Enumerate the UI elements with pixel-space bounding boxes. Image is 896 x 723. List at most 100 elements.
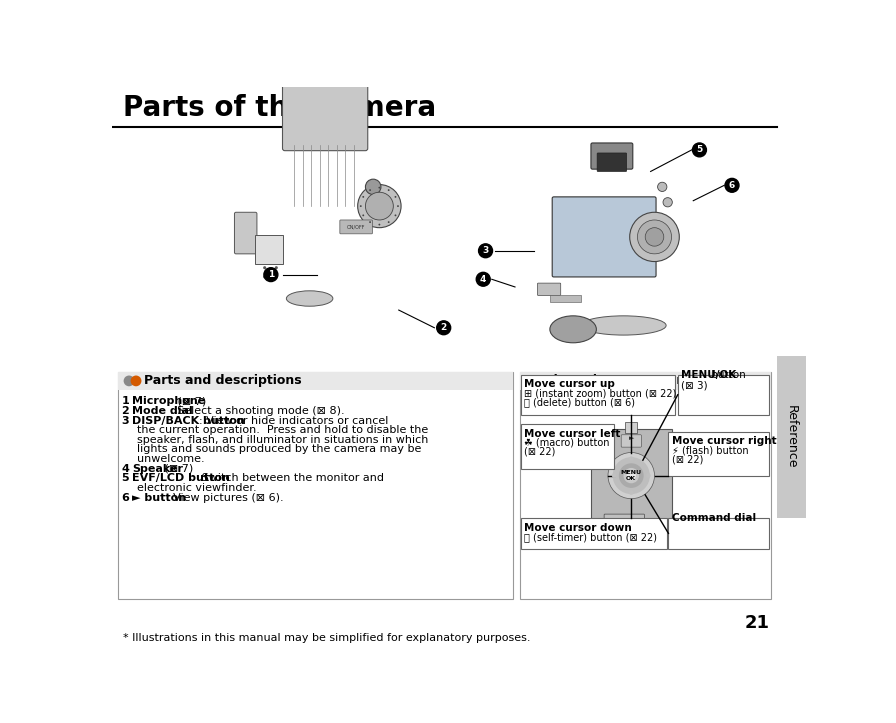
Bar [118, 372, 513, 390]
Circle shape [362, 215, 364, 216]
Circle shape [525, 375, 536, 386]
Text: : View or hide indicators or cancel: : View or hide indicators or cancel [199, 416, 389, 426]
Text: ► button: ► button [132, 492, 186, 502]
Text: 3: 3 [482, 247, 488, 255]
Text: MENU
OK: MENU OK [621, 470, 642, 481]
Circle shape [629, 456, 633, 461]
Bar [255, 234, 282, 264]
Circle shape [646, 474, 650, 478]
Text: Move cursor left: Move cursor left [524, 429, 621, 439]
Text: Mode dial: Mode dial [132, 406, 193, 416]
Circle shape [263, 266, 266, 269]
Polygon shape [244, 440, 399, 562]
Text: Microphone: Microphone [132, 396, 205, 406]
Circle shape [663, 197, 672, 207]
Text: (⊠ 22): (⊠ 22) [671, 454, 703, 464]
Text: 5: 5 [122, 474, 129, 483]
Text: unwelcome.: unwelcome. [137, 454, 204, 464]
Text: the current operation.  Press and hold to disable the: the current operation. Press and hold to… [137, 425, 428, 435]
Text: Parts and descriptions: Parts and descriptions [143, 375, 301, 388]
Circle shape [725, 179, 739, 192]
Circle shape [362, 196, 364, 198]
Text: (⊠ 7): (⊠ 7) [161, 463, 194, 474]
Text: Reference: Reference [785, 406, 798, 469]
Circle shape [624, 468, 639, 483]
Circle shape [366, 192, 393, 220]
Ellipse shape [287, 291, 333, 307]
Text: * Illustrations in this manual may be simplified for explanatory purposes.: * Illustrations in this manual may be si… [123, 633, 530, 643]
Text: :  Switch between the monitor and: : Switch between the monitor and [191, 474, 383, 483]
FancyBboxPatch shape [235, 213, 257, 254]
Text: lights and sounds produced by the camera may be: lights and sounds produced by the camera… [137, 445, 421, 455]
Text: Speaker: Speaker [132, 463, 183, 474]
Text: ☘ (macro) button: ☘ (macro) button [524, 438, 610, 448]
Text: 4: 4 [121, 463, 129, 474]
Text: 6: 6 [121, 492, 129, 502]
Bar [521, 424, 614, 469]
Circle shape [264, 268, 278, 281]
Text: ⚡ (flash) button: ⚡ (flash) button [671, 445, 748, 455]
Circle shape [394, 215, 396, 216]
Circle shape [658, 182, 667, 192]
Circle shape [275, 275, 278, 278]
Text: : View pictures (⊠ 6).: : View pictures (⊠ 6). [166, 492, 283, 502]
Bar [521, 518, 667, 549]
Circle shape [613, 457, 650, 494]
Circle shape [693, 143, 706, 157]
Bar [550, 295, 581, 302]
Text: ►: ► [629, 435, 634, 441]
Bar [591, 429, 671, 529]
Text: button: button [708, 370, 745, 380]
Circle shape [532, 375, 543, 386]
FancyBboxPatch shape [604, 514, 644, 528]
Text: (⊠ 7): (⊠ 7) [174, 396, 206, 406]
Text: 4: 4 [480, 275, 487, 283]
Circle shape [369, 189, 371, 191]
Circle shape [131, 375, 142, 386]
Circle shape [612, 474, 616, 478]
Text: 1: 1 [121, 396, 129, 406]
Circle shape [124, 375, 134, 386]
Circle shape [275, 266, 278, 269]
Text: Ⓕ (delete) button (⊠ 6): Ⓕ (delete) button (⊠ 6) [524, 397, 635, 407]
Circle shape [366, 179, 381, 194]
Text: Move cursor up: Move cursor up [524, 380, 616, 390]
Text: Move cursor down: Move cursor down [524, 523, 632, 533]
Bar [520, 372, 771, 599]
Circle shape [388, 189, 390, 191]
Text: 6: 6 [728, 181, 735, 190]
Bar [668, 432, 769, 476]
Text: DISP: DISP [617, 518, 632, 523]
Circle shape [637, 220, 671, 254]
Text: MENU/OK: MENU/OK [681, 370, 737, 380]
Circle shape [397, 205, 399, 207]
Text: Command dial: Command dial [671, 513, 755, 523]
Text: EVF/LCD button: EVF/LCD button [132, 474, 230, 483]
Text: 2: 2 [121, 406, 129, 416]
Text: (⊠ 22): (⊠ 22) [524, 446, 556, 456]
Circle shape [645, 228, 664, 246]
Text: The Selector Button: The Selector Button [546, 375, 685, 388]
Circle shape [358, 184, 401, 228]
FancyBboxPatch shape [597, 153, 626, 171]
Circle shape [263, 275, 266, 278]
Circle shape [629, 490, 633, 495]
Text: 2: 2 [441, 323, 447, 333]
Text: 3: 3 [122, 416, 129, 426]
FancyBboxPatch shape [591, 143, 633, 169]
FancyBboxPatch shape [340, 220, 373, 234]
Circle shape [626, 471, 636, 480]
Circle shape [477, 273, 490, 286]
Ellipse shape [550, 316, 597, 343]
Text: 21: 21 [745, 614, 769, 632]
FancyBboxPatch shape [282, 73, 367, 150]
Bar [625, 422, 637, 433]
Bar [521, 375, 675, 415]
Bar [777, 356, 806, 518]
Text: DISP/BACK button: DISP/BACK button [132, 416, 245, 426]
FancyBboxPatch shape [538, 283, 561, 296]
Bar [520, 372, 771, 390]
Bar [668, 518, 769, 549]
Text: Parts of the Camera: Parts of the Camera [123, 95, 436, 122]
Text: Move cursor right: Move cursor right [671, 437, 776, 446]
